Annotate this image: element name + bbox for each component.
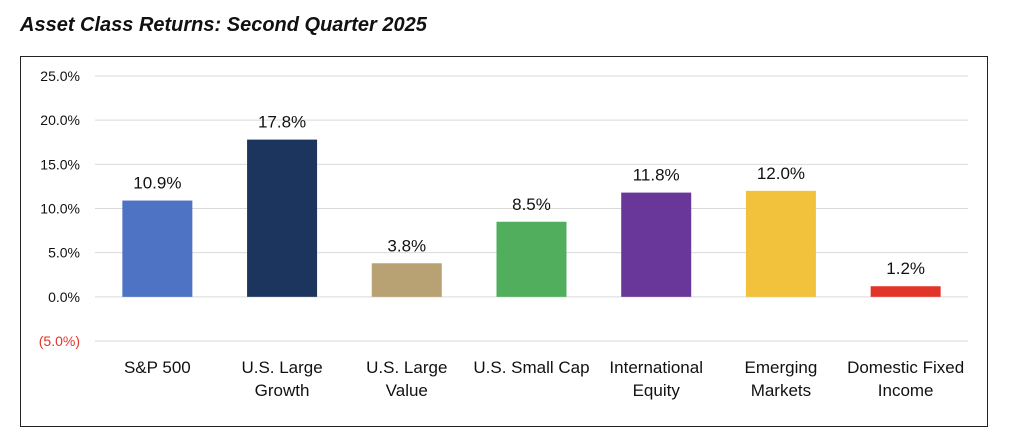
y-tick-label: 10.0% bbox=[40, 201, 80, 217]
y-tick-label: 0.0% bbox=[48, 289, 80, 305]
y-tick-label: 25.0% bbox=[40, 68, 80, 84]
category-label: Domestic Fixed bbox=[847, 358, 964, 377]
category-label: Equity bbox=[633, 381, 681, 400]
data-label: 3.8% bbox=[387, 236, 426, 255]
chart-title: Asset Class Returns: Second Quarter 2025 bbox=[20, 14, 427, 36]
bar bbox=[371, 263, 442, 297]
y-tick-label: (5.0%) bbox=[39, 333, 80, 349]
chart-frame bbox=[20, 56, 988, 427]
bar bbox=[247, 139, 318, 297]
category-label: Growth bbox=[255, 381, 310, 400]
category-label: S&P 500 bbox=[124, 358, 191, 377]
y-tick-label: 20.0% bbox=[40, 112, 80, 128]
bar bbox=[496, 221, 567, 297]
data-label: 10.9% bbox=[133, 174, 181, 193]
category-label: Value bbox=[386, 381, 428, 400]
category-label: International bbox=[609, 358, 703, 377]
data-label: 12.0% bbox=[757, 164, 805, 183]
bar bbox=[122, 200, 193, 297]
category-label: U.S. Large bbox=[366, 358, 447, 377]
data-label: 1.2% bbox=[886, 259, 925, 278]
bar bbox=[870, 286, 941, 297]
data-label: 8.5% bbox=[512, 195, 551, 214]
category-label: Emerging bbox=[745, 358, 818, 377]
category-label: U.S. Small Cap bbox=[473, 358, 589, 377]
category-label: Markets bbox=[751, 381, 811, 400]
y-tick-label: 15.0% bbox=[40, 156, 80, 172]
bar bbox=[745, 190, 816, 297]
category-label: Income bbox=[878, 381, 934, 400]
y-tick-label: 5.0% bbox=[48, 245, 80, 261]
data-label: 11.8% bbox=[633, 166, 680, 185]
data-label: 17.8% bbox=[258, 113, 306, 132]
category-label: U.S. Large bbox=[241, 358, 322, 377]
bar bbox=[621, 192, 692, 297]
